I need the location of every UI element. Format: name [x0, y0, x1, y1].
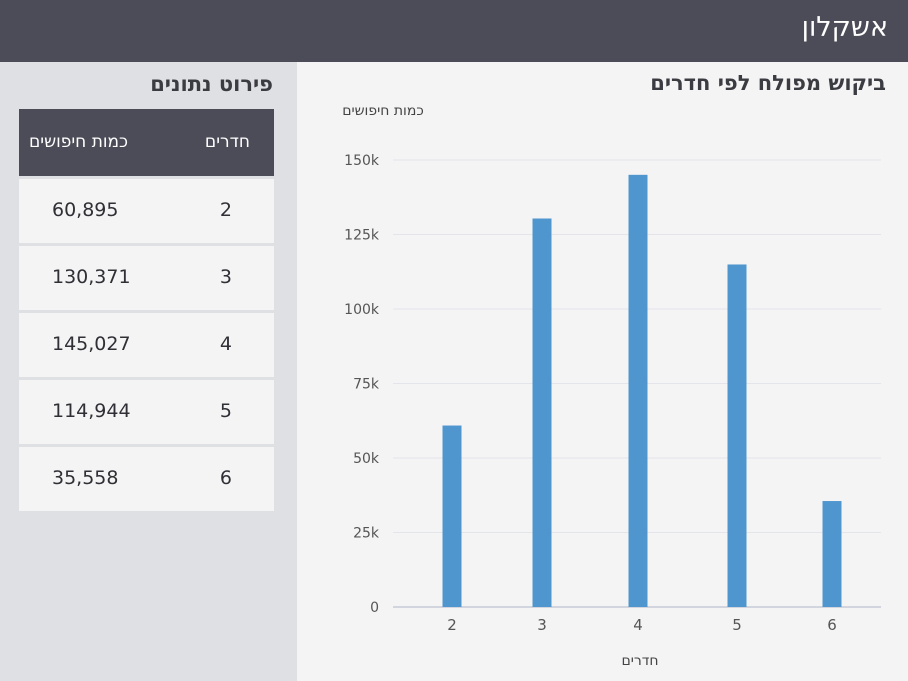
table-row: 2 60,895 [19, 179, 274, 243]
cell-rooms: 6 [219, 467, 232, 489]
bar-rooms-3[interactable] [532, 218, 552, 607]
y-axis-label: כמות חיפושים [342, 103, 424, 119]
x-axis-ticks: 2 3 4 5 6 [447, 616, 837, 634]
table-row: 4 145,027 [19, 313, 274, 377]
cell-rooms: 5 [219, 400, 232, 422]
y-tick-label: 50k [353, 451, 380, 467]
column-header-rooms: חדרים [204, 132, 250, 152]
y-axis-ticks: 0 25k 50k 75k 100k 125k 150k [344, 153, 380, 616]
x-tick-label: 5 [732, 616, 742, 634]
y-tick-label: 75k [353, 377, 380, 393]
chart-title: ביקוש מפולח לפי חדרים [650, 71, 886, 95]
x-axis-label: חדרים [621, 653, 658, 669]
cell-count: 60,895 [52, 199, 119, 221]
bar-rooms-5[interactable] [727, 264, 747, 607]
bar-rooms-2[interactable] [442, 425, 462, 607]
y-tick-label: 25k [353, 526, 380, 542]
column-header-count: כמות חיפושים [29, 132, 129, 152]
x-tick-label: 2 [447, 616, 457, 634]
bars [442, 174, 842, 607]
cell-count: 35,558 [52, 467, 119, 489]
cell-rooms: 2 [219, 199, 232, 221]
table-row: 5 114,944 [19, 380, 274, 444]
cell-rooms: 4 [219, 333, 232, 355]
panel-title: פירוט נתונים [150, 72, 273, 96]
y-tick-label: 0 [370, 600, 379, 616]
table-row: 3 130,371 [19, 246, 274, 310]
table-header: חדרים כמות חיפושים [19, 109, 274, 176]
cell-count: 145,027 [52, 333, 131, 355]
y-tick-label: 100k [344, 302, 380, 318]
y-tick-label: 125k [344, 228, 380, 244]
cell-count: 114,944 [52, 400, 131, 422]
x-tick-label: 4 [633, 616, 643, 634]
top-bar: אשקלון [0, 0, 908, 62]
y-tick-label: 150k [344, 153, 380, 169]
cell-count: 130,371 [52, 266, 131, 288]
bar-chart: 0 25k 50k 75k 100k 125k 150k 2 3 4 5 6 כמות חיפושי… [342, 103, 881, 669]
bar-rooms-4[interactable] [628, 174, 648, 607]
table-row: 6 35,558 [19, 447, 274, 511]
bar-rooms-6[interactable] [822, 501, 842, 607]
city-title: אשקלון [801, 12, 888, 43]
x-tick-label: 3 [537, 616, 547, 634]
cell-rooms: 3 [219, 266, 232, 288]
x-tick-label: 6 [827, 616, 837, 634]
data-details-panel: פירוט נתונים חדרים כמות חיפושים 2 60,895… [0, 62, 297, 681]
data-table: חדרים כמות חיפושים 2 60,895 3 130,371 4 … [19, 109, 274, 514]
